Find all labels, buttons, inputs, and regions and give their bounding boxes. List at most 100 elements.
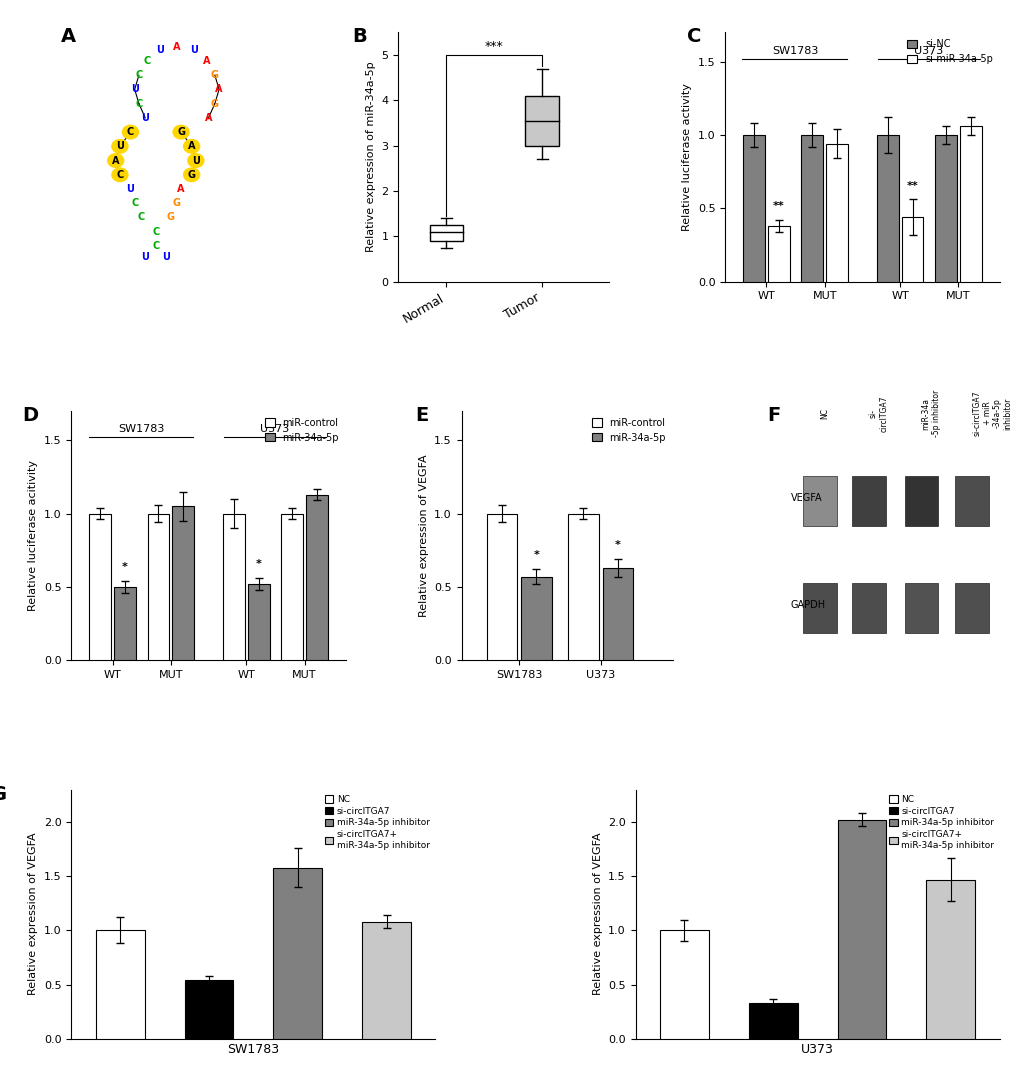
Text: G: G xyxy=(211,70,219,80)
Text: A: A xyxy=(203,56,210,66)
Text: U: U xyxy=(130,84,139,94)
Bar xyxy=(281,514,303,660)
Text: U: U xyxy=(156,45,164,55)
Text: SW1783: SW1783 xyxy=(118,424,164,435)
Text: U: U xyxy=(116,142,123,151)
Bar xyxy=(955,476,988,526)
Bar xyxy=(837,820,886,1039)
Bar xyxy=(148,514,169,660)
Text: U: U xyxy=(192,156,200,166)
Text: C: C xyxy=(126,127,133,137)
Text: U: U xyxy=(142,113,149,123)
Legend: NC, si-circITGA7, miR-34a-5p inhibitor, si-circITGA7+
miR-34a-5p inhibitor: NC, si-circITGA7, miR-34a-5p inhibitor, … xyxy=(324,794,430,850)
Bar xyxy=(748,1003,797,1039)
Bar xyxy=(851,583,884,633)
Text: C: C xyxy=(116,170,123,180)
Legend: si-NC, si-miR-34a-5p: si-NC, si-miR-34a-5p xyxy=(905,37,994,66)
Text: A: A xyxy=(205,113,212,123)
Bar xyxy=(568,514,598,660)
Text: si-circITGA7
+ miR
-34a-5p
inhibitor: si-circITGA7 + miR -34a-5p inhibitor xyxy=(971,391,1012,436)
Text: **: ** xyxy=(772,201,784,211)
Bar xyxy=(851,476,884,526)
Text: G: G xyxy=(187,170,196,180)
Legend: miR-control, miR-34a-5p: miR-control, miR-34a-5p xyxy=(589,415,667,445)
Text: B: B xyxy=(352,27,367,47)
Text: D: D xyxy=(22,406,38,425)
Text: A: A xyxy=(187,142,196,151)
Bar xyxy=(955,583,988,633)
Text: G: G xyxy=(172,198,180,208)
Text: VEGFA: VEGFA xyxy=(790,493,821,503)
Circle shape xyxy=(112,140,127,153)
Bar xyxy=(959,127,981,281)
Text: A: A xyxy=(215,84,222,94)
Y-axis label: Relative luciferase activity: Relative luciferase activity xyxy=(682,83,692,230)
Text: U: U xyxy=(126,184,135,194)
Text: G: G xyxy=(211,98,219,108)
Text: C: C xyxy=(136,70,143,80)
Bar xyxy=(172,506,194,660)
Bar xyxy=(825,144,847,281)
Text: E: E xyxy=(415,406,428,425)
Bar xyxy=(184,980,233,1039)
Bar xyxy=(904,583,937,633)
X-axis label: U373: U373 xyxy=(800,1043,834,1056)
Y-axis label: Relative expression of VEGFA: Relative expression of VEGFA xyxy=(419,454,428,617)
Text: miR-34a
-5p inhibitor: miR-34a -5p inhibitor xyxy=(920,390,940,437)
Text: C: C xyxy=(152,227,159,237)
Text: *: * xyxy=(256,559,261,569)
Bar xyxy=(96,931,145,1039)
Text: G: G xyxy=(177,127,184,137)
Y-axis label: Relative expression of VEGFA: Relative expression of VEGFA xyxy=(29,833,39,995)
Text: C: C xyxy=(686,27,701,47)
Bar xyxy=(743,135,764,281)
Bar xyxy=(89,514,111,660)
X-axis label: SW1783: SW1783 xyxy=(227,1043,279,1056)
Circle shape xyxy=(183,168,200,182)
Text: A: A xyxy=(61,27,75,47)
Text: U373: U373 xyxy=(260,424,289,435)
Text: si-
circITGA7: si- circITGA7 xyxy=(868,395,888,432)
Bar xyxy=(525,96,558,146)
Text: SW1783: SW1783 xyxy=(771,45,817,56)
Text: G: G xyxy=(0,784,7,804)
Bar xyxy=(934,135,956,281)
Bar xyxy=(803,476,837,526)
Circle shape xyxy=(187,154,204,168)
Text: U: U xyxy=(190,45,198,55)
Bar xyxy=(904,476,937,526)
Text: C: C xyxy=(138,212,145,223)
Bar xyxy=(273,868,322,1039)
Bar xyxy=(114,586,136,660)
Y-axis label: Relative expression of VEGFA: Relative expression of VEGFA xyxy=(592,833,602,995)
Legend: NC, si-circITGA7, miR-34a-5p inhibitor, si-circITGA7+
miR-34a-5p inhibitor: NC, si-circITGA7, miR-34a-5p inhibitor, … xyxy=(888,794,995,850)
Text: U: U xyxy=(142,252,149,262)
Y-axis label: Relative luciferase acitivity: Relative luciferase acitivity xyxy=(29,460,39,611)
Text: *: * xyxy=(122,563,127,572)
Text: C: C xyxy=(130,198,139,208)
Bar xyxy=(248,584,269,660)
Bar xyxy=(876,135,898,281)
Bar xyxy=(486,514,517,660)
Text: C: C xyxy=(152,241,159,251)
Circle shape xyxy=(173,126,189,138)
Text: **: ** xyxy=(906,181,917,190)
Text: ***: *** xyxy=(484,40,503,53)
Bar xyxy=(925,880,974,1039)
Circle shape xyxy=(108,154,123,168)
Bar xyxy=(602,568,633,660)
Bar xyxy=(803,583,837,633)
Text: A: A xyxy=(177,184,184,194)
Bar xyxy=(429,225,463,241)
Text: A: A xyxy=(112,156,119,166)
Circle shape xyxy=(122,126,139,138)
Circle shape xyxy=(112,168,127,182)
Bar xyxy=(767,226,789,281)
Y-axis label: Relative expression of miR-34a-5p: Relative expression of miR-34a-5p xyxy=(366,62,376,252)
Bar xyxy=(901,217,922,281)
Text: GAPDH: GAPDH xyxy=(790,601,825,610)
Bar xyxy=(223,514,245,660)
Text: U: U xyxy=(162,252,170,262)
Bar xyxy=(801,135,822,281)
Bar xyxy=(659,931,708,1039)
